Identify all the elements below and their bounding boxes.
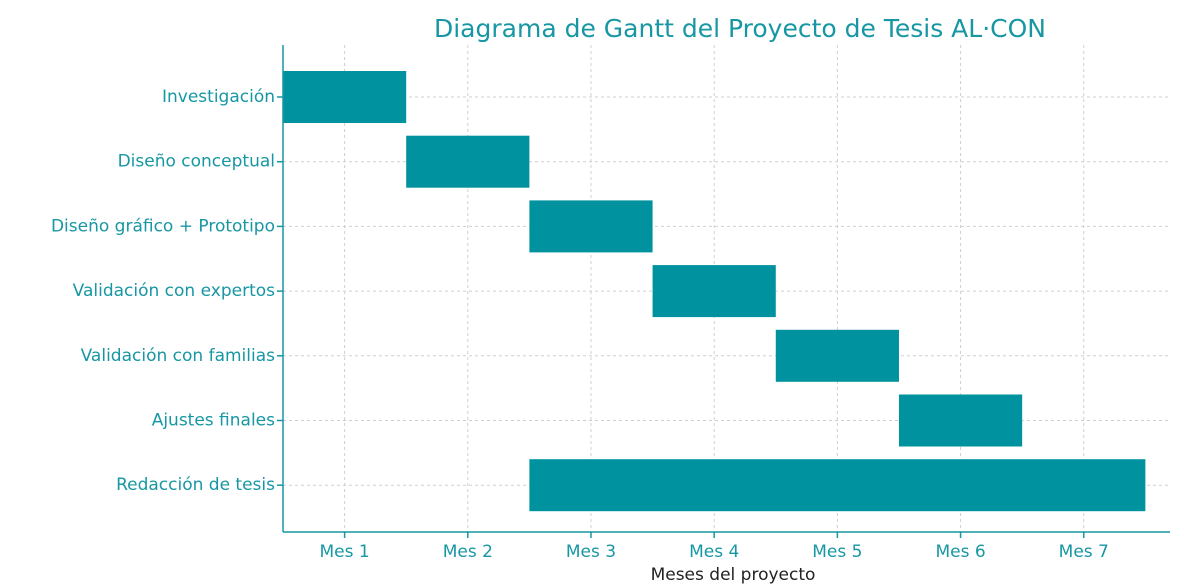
x-axis-label: Meses del proyecto bbox=[651, 565, 816, 585]
x-tick-label: Mes 3 bbox=[566, 542, 616, 562]
y-tick-label: Redacción de tesis bbox=[116, 475, 275, 495]
y-tick-label: Diseño gráfico + Prototipo bbox=[51, 216, 275, 236]
task-bar bbox=[529, 200, 653, 253]
task-bar bbox=[898, 394, 1023, 447]
x-tick-label: Mes 5 bbox=[812, 542, 862, 562]
task-bar bbox=[529, 459, 1146, 512]
x-tick-label: Mes 6 bbox=[935, 542, 985, 562]
task-bar bbox=[775, 329, 899, 382]
task-bar bbox=[406, 135, 530, 188]
chart-title: Diagrama de Gantt del Proyecto de Tesis … bbox=[434, 14, 1046, 43]
y-tick-label: Diseño conceptual bbox=[118, 152, 275, 172]
x-tick-label: Mes 4 bbox=[689, 542, 739, 562]
y-tick-label: Validación con familias bbox=[81, 346, 276, 366]
y-tick-label: Validación con expertos bbox=[73, 281, 275, 301]
task-bar bbox=[652, 265, 776, 318]
task-bar bbox=[283, 71, 407, 123]
x-tick-label: Mes 1 bbox=[319, 542, 369, 562]
y-tick-label: Ajustes finales bbox=[152, 411, 275, 431]
x-tick-label: Mes 2 bbox=[443, 542, 493, 562]
y-tick-label: Investigación bbox=[162, 87, 275, 107]
x-tick-label: Mes 7 bbox=[1059, 542, 1109, 562]
